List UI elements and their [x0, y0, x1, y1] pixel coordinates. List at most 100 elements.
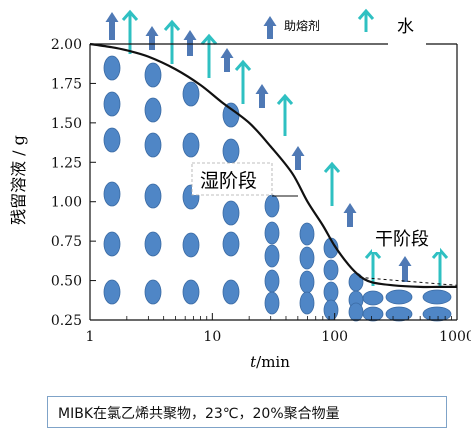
droplet [222, 200, 240, 226]
flux-arrow-head [398, 256, 412, 266]
droplet [182, 232, 200, 258]
axes: 2.00 1.75 1.50 1.25 1.00 0.75 0.50 0.251 10 100 10… [51, 37, 471, 345]
droplet [385, 306, 413, 322]
droplet [144, 62, 162, 88]
droplet [144, 183, 162, 209]
dry-stage-label: 干阶段 [375, 229, 429, 250]
droplet [182, 279, 200, 305]
legend-water-arrow-icon [357, 8, 375, 32]
flux-arrow-shaft [402, 265, 408, 282]
droplet-layer [103, 55, 452, 322]
flux-arrow-shaft [259, 93, 265, 108]
y-tick-label: 1.50 [51, 116, 82, 132]
droplet [323, 299, 339, 321]
legend-water-label: 水 [397, 17, 414, 37]
legend-flux-arrow-icon [263, 16, 277, 39]
droplet [264, 291, 280, 315]
y-tick-label: 2.00 [51, 37, 82, 53]
x-tick-label: 10 [203, 329, 221, 345]
water-arrow-icon [234, 59, 252, 104]
droplet [144, 97, 162, 123]
droplet [144, 279, 162, 305]
flux-arrow-head [220, 48, 234, 58]
droplet [299, 222, 315, 246]
y-tick-label: 0.50 [51, 274, 82, 290]
legend: 助熔剂 水 [263, 8, 414, 39]
droplet [222, 138, 240, 164]
flux-arrow-icon [343, 203, 357, 227]
plateau-dashed-line [359, 276, 458, 286]
droplet [103, 127, 121, 153]
flux-arrow-shaft [224, 57, 230, 72]
water-arrow-head [121, 9, 139, 21]
flux-arrow-icon [398, 256, 412, 282]
droplet [103, 181, 121, 207]
water-arrow-icon [163, 19, 181, 64]
droplet [182, 132, 200, 158]
wet-stage-annotation: 湿阶段 [191, 162, 298, 197]
x-tick-label: 1000 [439, 329, 471, 345]
flux-arrow-shaft [149, 35, 155, 50]
droplet [299, 246, 315, 270]
droplet [103, 55, 121, 81]
x-axis-label: t/min [250, 353, 290, 371]
flux-arrow-shaft [187, 39, 193, 56]
x-axis-label-unit: /min [256, 353, 290, 371]
droplet [103, 231, 121, 257]
droplet [299, 291, 315, 315]
droplet [264, 221, 280, 245]
caption-box: MIBK在氯乙烯共聚物，23℃，20%聚合物量 [47, 396, 447, 428]
droplet [222, 279, 240, 305]
droplet [323, 281, 339, 303]
flux-arrow-shaft [109, 21, 115, 40]
x-axis-label-t: t [250, 353, 257, 371]
y-tick-label: 1.00 [51, 195, 82, 211]
water-arrow-head [323, 161, 341, 173]
flux-arrow-head [343, 203, 357, 213]
droplet [385, 289, 413, 305]
y-axis-label: 残留溶液 / g [9, 135, 28, 225]
water-arrow-head [200, 33, 218, 45]
water-arrow-icon [431, 247, 449, 286]
droplet [422, 289, 452, 305]
droplet [264, 269, 280, 293]
y-tick-label: 0.25 [51, 313, 82, 329]
flux-arrow-head [183, 30, 197, 40]
dry-stage-annotation: 干阶段 [372, 224, 440, 252]
droplet [222, 102, 240, 128]
droplet [144, 132, 162, 158]
water-arrow-icon [323, 161, 341, 206]
droplet [144, 231, 162, 257]
droplet [264, 244, 280, 268]
flux-arrow-head [255, 84, 269, 94]
water-arrow-icon [121, 9, 139, 54]
flux-arrow-head [105, 12, 119, 22]
flux-arrow-head [291, 146, 305, 156]
droplet [103, 279, 121, 305]
droplet [103, 91, 121, 117]
droplet [182, 81, 200, 107]
water-arrow-icon [200, 33, 218, 78]
flux-arrow-shaft [295, 155, 301, 170]
caption-text: MIBK在氯乙烯共聚物，23℃，20%聚合物量 [58, 406, 340, 422]
water-arrow-icon [276, 93, 294, 136]
droplet [323, 259, 339, 281]
wet-stage-label: 湿阶段 [200, 170, 257, 192]
y-tick-label: 1.75 [51, 76, 82, 92]
flux-arrow-icon [255, 84, 269, 108]
flux-arrow-head [145, 26, 159, 36]
droplet [264, 194, 280, 218]
droplet [422, 306, 452, 322]
flux-arrow-shaft [347, 212, 353, 227]
legend-flux-label: 助熔剂 [284, 18, 320, 33]
chart: 2.00 1.75 1.50 1.25 1.00 0.75 0.50 0.251 10 100 10… [9, 8, 471, 371]
water-arrow-head [276, 93, 294, 105]
x-tick-label: 1 [86, 329, 95, 345]
flux-arrow-icon [291, 146, 305, 170]
flux-arrow-icon [183, 30, 197, 56]
y-tick-label: 1.25 [51, 155, 82, 171]
flux-arrow-icon [220, 48, 234, 72]
y-tick-label: 0.75 [51, 234, 82, 250]
water-arrow-head [163, 19, 181, 31]
droplet [362, 290, 384, 306]
